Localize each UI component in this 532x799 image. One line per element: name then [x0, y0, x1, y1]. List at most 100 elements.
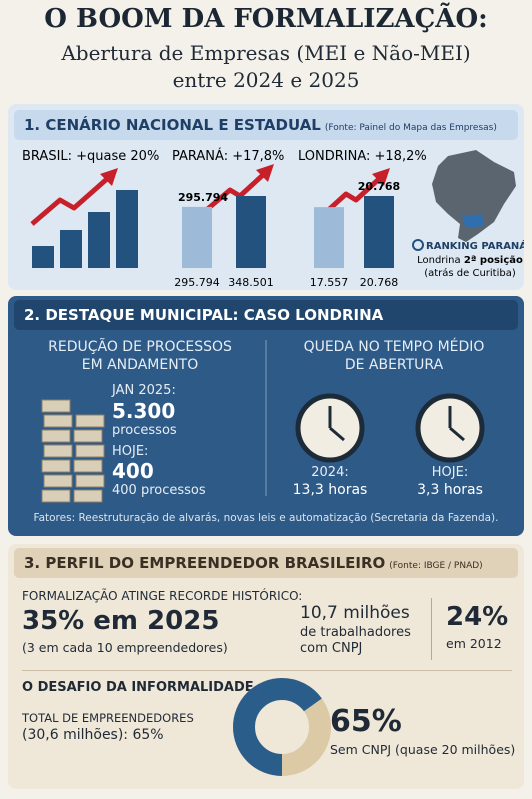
decor-bar [88, 212, 110, 268]
section-title: 3. PERFIL DO EMPREENDEDOR BRASILEIRO [24, 554, 386, 572]
parana-map [462, 214, 484, 228]
decor-bar [60, 230, 82, 268]
record-value: 35% em 2025 [22, 606, 220, 636]
highlight-label: 295.794 [178, 191, 228, 204]
after-detail: 400 processos [112, 483, 206, 498]
arrowheads [100, 164, 390, 186]
file-box [75, 444, 105, 458]
workers-value: 10,7 milhões [300, 603, 410, 623]
bar-label: 17.557 [310, 276, 349, 289]
note: Fatores: Reestruturação de alvarás, nova… [33, 512, 499, 524]
past-note: em 2012 [446, 636, 502, 651]
file-box [73, 459, 103, 473]
file-box [75, 474, 105, 488]
donut-chart [233, 678, 331, 776]
record-note: (3 em cada 10 empreendedores) [22, 640, 228, 655]
heading-line: QUEDA NO TEMPO MÉDIO [303, 339, 485, 355]
bar-label: 295.794 [174, 276, 220, 289]
map [432, 150, 516, 242]
right-heading: QUEDA NO TEMPO MÉDIO DE ABERTURA [304, 338, 485, 374]
arrow [202, 172, 266, 214]
decor-bar [116, 190, 138, 268]
total-label: TOTAL DE EMPREENDEDORES [22, 711, 194, 725]
source: (Fonte: Painel do Mapa das Empresas) [324, 123, 497, 133]
section-3 [8, 544, 524, 789]
arrowhead [100, 168, 118, 186]
file-box [41, 459, 71, 473]
source: (Fonte: IBGE / PNAD) [389, 561, 483, 571]
workers-line: com CNPJ [300, 641, 363, 656]
clock-hand [449, 426, 465, 442]
arrowhead [372, 168, 390, 186]
before-unit: processos [112, 423, 177, 438]
arrow [30, 176, 110, 226]
subtitle: entre 2024 e 2025 [172, 68, 360, 92]
donut-note: Sem CNPJ (quase 20 milhões) [330, 742, 516, 757]
workers-text: de trabalhadores com CNPJ [300, 625, 411, 657]
bar [314, 207, 344, 268]
before-value: 5.300 [112, 399, 176, 423]
file-box [43, 474, 73, 488]
bar [236, 196, 266, 268]
separator [22, 670, 512, 671]
section-title: 1. CENÁRIO NACIONAL E ESTADUAL [24, 116, 321, 134]
ranking-position: 2ª posição [464, 255, 523, 266]
file-box [75, 414, 105, 428]
badge-icon [412, 239, 424, 251]
after-value: 400 [112, 459, 154, 483]
highlight-label: 20.768 [358, 180, 400, 193]
bar [364, 196, 394, 268]
clock-value: 13,3 horas [292, 482, 368, 498]
decor-bar [32, 246, 54, 268]
panel-label: PARANÁ: +17,8% [172, 148, 284, 164]
heading-line: DE ABERTURA [344, 357, 444, 373]
title: O BOOM DA FORMALIZAÇÃO: [44, 4, 488, 34]
ranking-title: RANKING PARANÁ: [426, 239, 524, 252]
section-header: 2. DESTAQUE MUNICIPAL: CASO LONDRINA [14, 300, 518, 330]
panel-label: BRASIL: +quase 20% [22, 149, 159, 164]
clock-label: HOJE: [431, 465, 469, 480]
clock-label: 2024: [311, 465, 349, 480]
informality-heading: O DESAFIO DA INFORMALIDADE [22, 680, 254, 695]
bar [182, 206, 212, 268]
brazil-map [432, 150, 516, 242]
past-value: 24% [446, 602, 509, 632]
workers-line: de trabalhadores [300, 625, 411, 640]
arrow [322, 176, 382, 216]
section-2-graphics [41, 340, 485, 503]
clock-value: 3,3 horas [417, 482, 483, 498]
file-box [73, 489, 103, 503]
panel-label: LONDRINA: +18,2% [298, 149, 427, 164]
clock [295, 393, 365, 463]
arrowhead [256, 164, 274, 182]
file-box [43, 414, 73, 428]
clock-hand [329, 426, 345, 442]
file-box [73, 429, 103, 443]
heading-line: EM ANDAMENTO [81, 357, 199, 373]
divider [431, 598, 432, 660]
file-box [43, 444, 73, 458]
subtitle: Abertura de Empresas (MEI e Não-MEI) [61, 41, 471, 65]
ranking-note: (atrás de Curitiba) [424, 267, 516, 279]
heading-line: REDUÇÃO DE PROCESSOS [48, 339, 232, 355]
bar-label: 20.768 [360, 276, 399, 289]
bar-label: 348.501 [228, 276, 274, 289]
left-heading: REDUÇÃO DE PROCESSOS EM ANDAMENTO [48, 338, 232, 374]
record-heading: FORMALIZAÇÃO ATINGE RECORDE HISTÓRICO: [22, 589, 303, 603]
before-label: JAN 2025: [112, 383, 176, 398]
growth-charts: BRASIL: +quase 20% PARANÁ: +17,8% LONDRI… [22, 148, 524, 289]
section-title: 2. DESTAQUE MUNICIPAL: CASO LONDRINA [24, 306, 384, 324]
donut-arc [233, 678, 331, 776]
file-box [41, 489, 71, 503]
files-icon [41, 399, 105, 503]
clock [415, 393, 485, 463]
ranking-text: Londrina 2ª posição [417, 255, 523, 266]
total-value: (30,6 milhões): 65% [22, 727, 164, 743]
arrows [30, 172, 382, 226]
file-box [41, 399, 71, 413]
section-header: 1. CENÁRIO NACIONAL E ESTADUAL (Fonte: Pa… [14, 110, 518, 140]
ranking-city: Londrina [417, 255, 461, 266]
brasil-bars [32, 190, 138, 268]
file-box [41, 429, 71, 443]
